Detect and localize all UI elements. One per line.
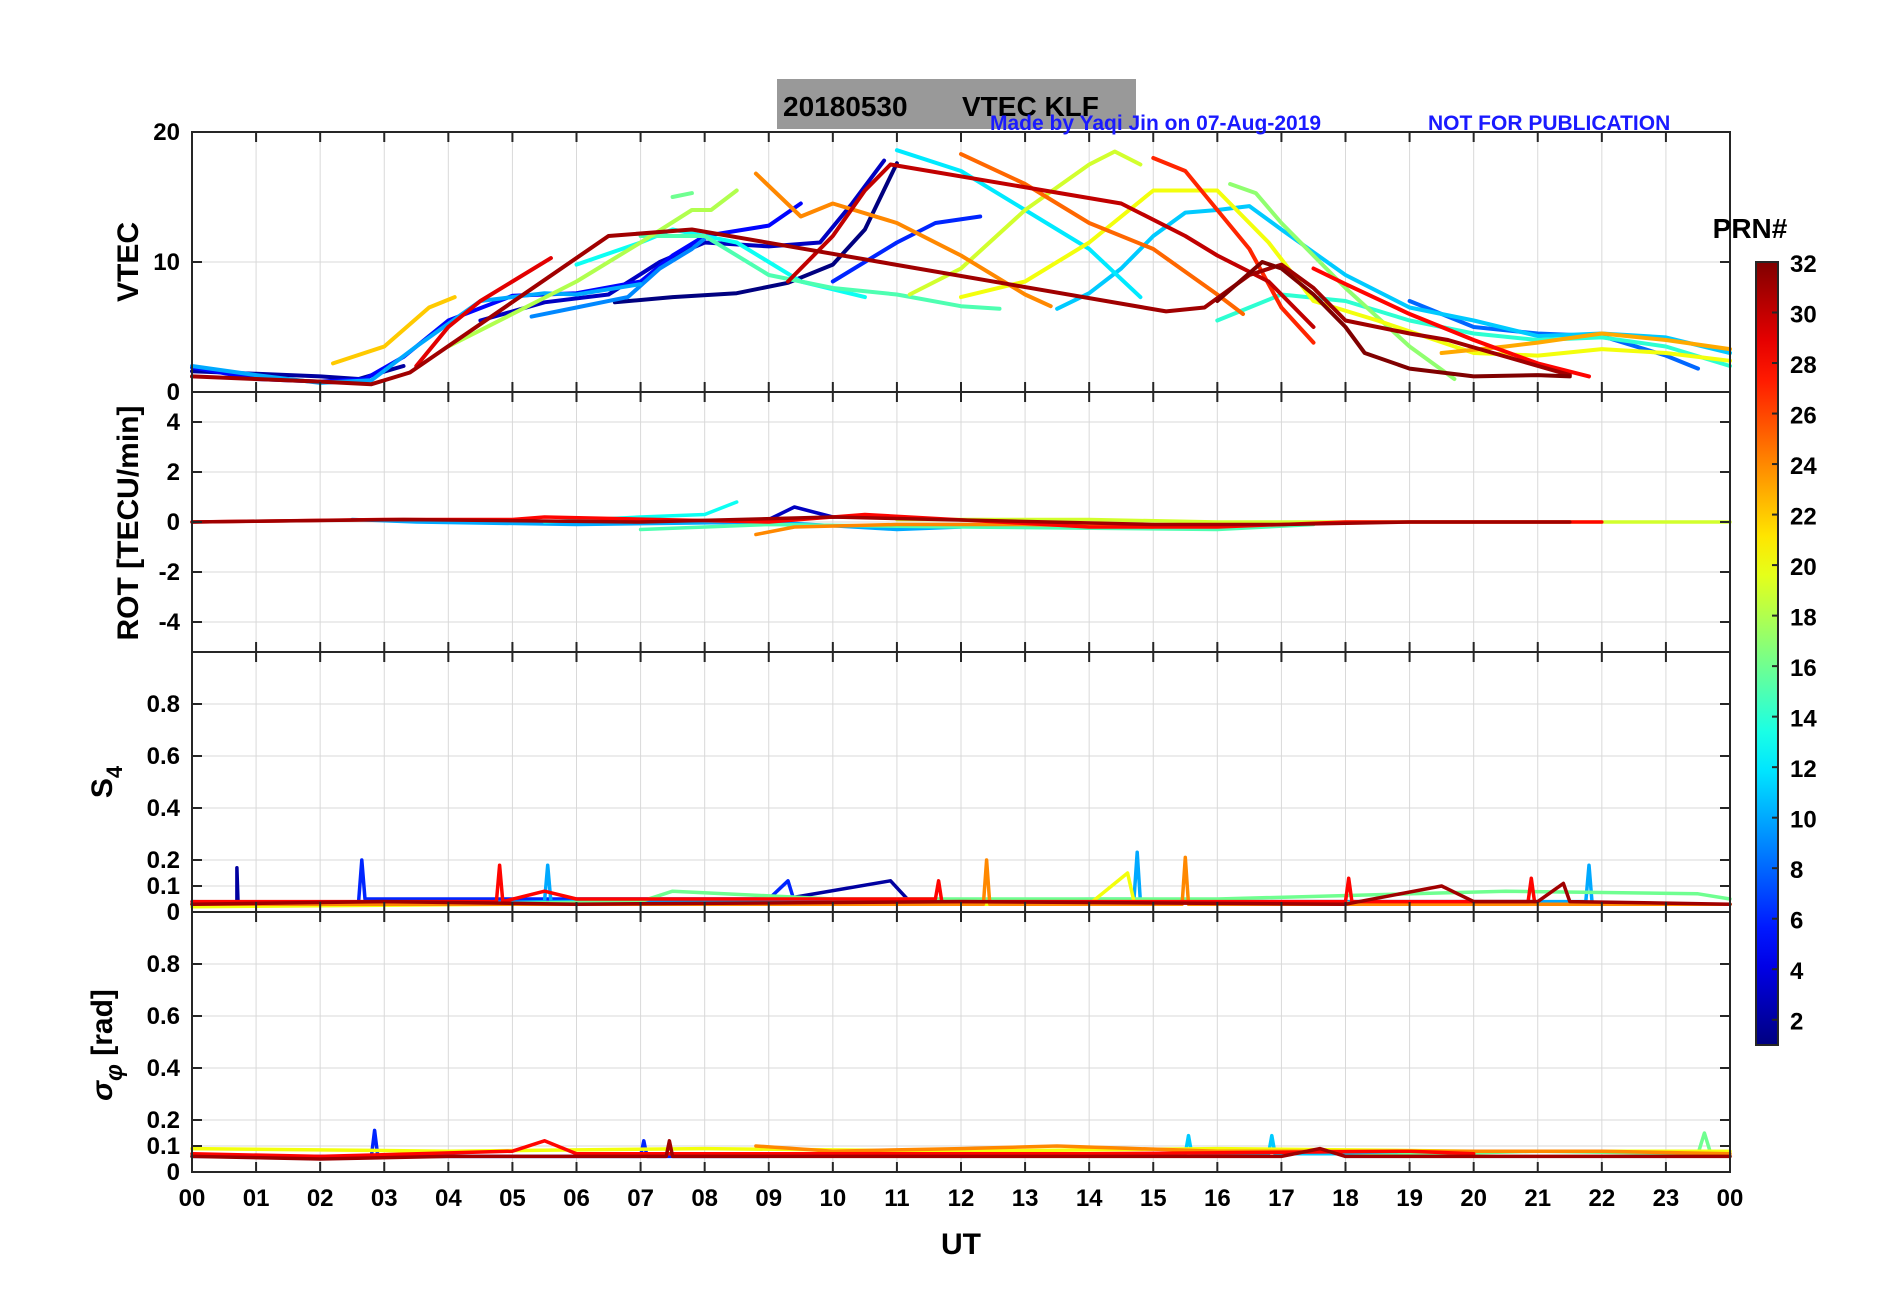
y-tick-label: -2: [159, 559, 180, 586]
colorbar-tick-label: 16: [1790, 655, 1817, 682]
y-tick-label: 0.4: [147, 795, 181, 822]
panel-s4: 00.10.2 0.4 0.6 0.8 S4: [86, 652, 1730, 926]
colorbar-tick-label: 28: [1790, 352, 1817, 379]
colorbar-strip: [1756, 262, 1778, 1045]
y-tick-label: 0: [167, 379, 180, 406]
colorbar-tick-label: 14: [1790, 706, 1817, 733]
x-tick-label: 01: [243, 1185, 270, 1212]
x-tick-label: 00: [179, 1185, 206, 1212]
notice-text: NOT FOR PUBLICATION: [1428, 112, 1670, 135]
colorbar-tick-label: 10: [1790, 807, 1817, 834]
colorbar-tick-label: 22: [1790, 504, 1817, 531]
y-tick-label: 0: [167, 1159, 180, 1186]
grid-lines: [192, 912, 1730, 1172]
y-tick-label: 0.8: [147, 951, 180, 978]
y-tick-label: 0.4: [147, 1055, 181, 1082]
title-date: 20180530: [783, 91, 908, 122]
colorbar-tick-label: 26: [1790, 403, 1817, 430]
y-axis-label: VTEC: [112, 222, 145, 302]
y-axis-label-main: S: [86, 778, 119, 798]
colorbar-tick-label: 12: [1790, 756, 1817, 783]
x-tick-label: 15: [1140, 1185, 1167, 1212]
x-tick-label: 22: [1588, 1185, 1615, 1212]
y-tick-label: 10: [153, 249, 180, 276]
series-line-prn-29: [416, 258, 551, 366]
grid-lines: [192, 652, 1730, 912]
x-tick-label: 08: [691, 1185, 718, 1212]
x-tick-label: 11: [884, 1185, 909, 1212]
y-axis-label-main: σ: [86, 1080, 119, 1101]
y-axis-label: S4: [86, 765, 127, 798]
x-axis-label: UT: [941, 1228, 981, 1261]
y-tick-label: 0.2: [147, 1107, 180, 1134]
x-tick-label: 09: [755, 1185, 782, 1212]
y-axis-label-subscript: φ: [101, 1064, 128, 1081]
colorbar-tick-label: 32: [1790, 251, 1817, 278]
y-tick-label: 4: [167, 409, 181, 436]
x-tick-label: 12: [948, 1185, 975, 1212]
x-tick-label: 13: [1012, 1185, 1039, 1212]
series-line-prn-16: [673, 193, 692, 197]
x-tick-label: 20: [1460, 1185, 1487, 1212]
colorbar-tick-label: 8: [1790, 857, 1803, 884]
x-tick-label: 18: [1332, 1185, 1359, 1212]
panel-vtec: 0 10 20 VTEC: [112, 119, 1730, 406]
series-line-prn-30: [788, 165, 1314, 328]
colorbar-label: PRN#: [1713, 213, 1788, 244]
y-axis-label: ROT [TECU/min]: [112, 406, 145, 641]
panel-rot: -4 -2 0 2 4 ROT [TECU/min]: [112, 392, 1730, 652]
x-tick-label: 07: [627, 1185, 654, 1212]
y-tick-label: 0: [167, 899, 180, 926]
x-tick-label: 19: [1396, 1185, 1423, 1212]
x-tick-label: 03: [371, 1185, 398, 1212]
y-tick-label: 0.6: [147, 1003, 180, 1030]
colorbar-tick-label: 24: [1790, 453, 1817, 480]
y-tick-label: -4: [159, 609, 181, 636]
colorbar-tick-label: 30: [1790, 302, 1817, 329]
y-axis-label-subscript: 4: [102, 765, 127, 778]
x-tick-label: 17: [1268, 1185, 1295, 1212]
panel-sigma-phi: 00.10.2 0.4 0.6 0.8 00 01 02 03 04 05 06 07 08 09 10 11…: [86, 912, 1743, 1212]
y-tick-label: 0.8: [147, 691, 180, 718]
colorbar-tick-label: 4: [1790, 958, 1804, 985]
colorbar-tick-label: 18: [1790, 605, 1817, 632]
x-tick-label: 16: [1204, 1185, 1231, 1212]
x-tick-label: 04: [435, 1185, 462, 1212]
series-line-prn-18: [448, 191, 736, 347]
y-tick-label: 0.1: [147, 873, 180, 900]
x-tick-label: 10: [819, 1185, 846, 1212]
y-tick-label: 2: [167, 459, 180, 486]
x-tick-label: 05: [499, 1185, 526, 1212]
colorbar-tick-label: 6: [1790, 908, 1803, 935]
colorbar-tick-label: 20: [1790, 554, 1817, 581]
credit-text: Made by Yaqi Jin on 07-Aug-2019: [990, 112, 1321, 135]
y-axis-label-unit: [rad]: [86, 989, 119, 1064]
x-tick-label: 00: [1717, 1185, 1744, 1212]
y-tick-label: 0: [167, 509, 180, 536]
x-tick-label: 21: [1524, 1185, 1551, 1212]
x-tick-label: 14: [1076, 1185, 1103, 1212]
x-tick-label: 23: [1653, 1185, 1680, 1212]
y-tick-label: 0.1: [147, 1133, 180, 1160]
y-tick-label: 0.6: [147, 743, 180, 770]
figure-canvas: 20180530 VTEC KLF 01020VTEC-4-2024ROT [T…: [0, 0, 1902, 1292]
y-tick-label: 0.2: [147, 847, 180, 874]
colorbar-tick-label: 2: [1790, 1009, 1803, 1036]
x-tick-label: 02: [307, 1185, 334, 1212]
y-axis-label: σφ [rad]: [86, 989, 128, 1101]
x-tick-label: 06: [563, 1185, 590, 1212]
y-tick-label: 20: [153, 119, 180, 146]
